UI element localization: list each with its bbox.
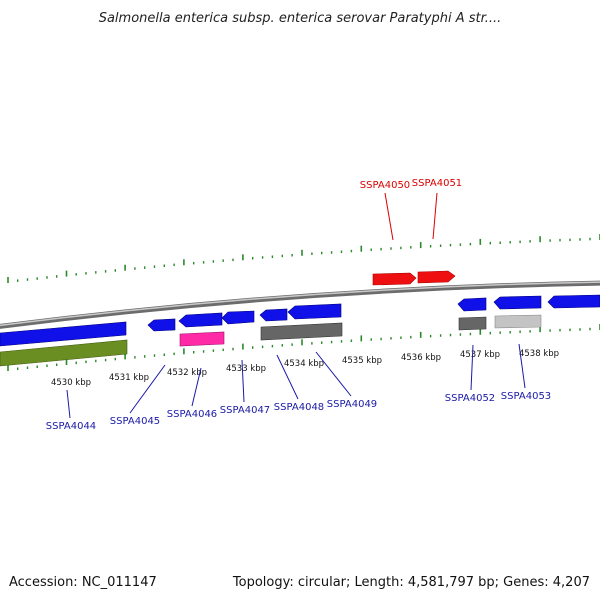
gene-label-sspa4053[interactable]: SSPA4053 [501, 391, 551, 402]
scale-label: 4538 kbp [519, 349, 559, 359]
gene-sspa4050[interactable] [372, 272, 417, 286]
gene-label-sspa4049[interactable]: SSPA4049 [327, 399, 377, 410]
gene-labels: SSPA4044 SSPA4045 SSPA4046 SSPA4047 SSPA… [46, 178, 551, 432]
gene-sspa4048b[interactable] [287, 303, 342, 320]
scale-label: 4535 kbp [342, 356, 382, 366]
gene-feature-lightgray[interactable] [494, 314, 542, 329]
accession-text: Accession: NC_011147 [9, 575, 157, 590]
leader-sspa4045 [129, 364, 166, 414]
leader-sspa4053 [518, 343, 526, 389]
gene-label-sspa4044[interactable]: SSPA4044 [46, 421, 96, 432]
gene-sspa4053-a[interactable] [493, 295, 542, 310]
scale-label: 4533 kbp [226, 364, 266, 374]
leader-sspa4051 [432, 192, 438, 240]
label-leaders [66, 192, 526, 419]
gene-sspa4044[interactable] [0, 321, 127, 347]
gene-feature-green[interactable] [0, 339, 128, 367]
gene-label-sspa4048[interactable]: SSPA4048 [274, 402, 324, 413]
gene-label-sspa4052[interactable]: SSPA4052 [445, 393, 495, 404]
gene-feature-darkgray[interactable] [260, 322, 343, 341]
leader-sspa4049 [315, 351, 352, 397]
scale-labels: 4530 kbp 4531 kbp 4532 kbp 4533 kbp 4534… [51, 349, 559, 388]
leader-sspa4052 [470, 344, 474, 391]
genome-backbone [0, 280, 600, 329]
gene-sspa4052-a[interactable] [457, 297, 487, 312]
reverse-strand-genes-row1 [0, 294, 600, 347]
gene-sspa4046[interactable] [178, 312, 223, 328]
gene-label-sspa4045[interactable]: SSPA4045 [110, 416, 160, 427]
gene-feature-darkgray-2[interactable] [458, 316, 487, 331]
map-title: Salmonella enterica subsp. enterica sero… [99, 11, 502, 26]
gene-feature-pink[interactable] [179, 331, 225, 347]
reverse-strand-genes-row2 [0, 314, 542, 367]
gene-edge-right[interactable] [547, 294, 600, 309]
leader-sspa4046 [191, 367, 202, 407]
scale-label: 4536 kbp [401, 353, 441, 363]
genome-summary-text: Topology: circular; Length: 4,581,797 bp… [232, 575, 590, 590]
gene-label-sspa4047[interactable]: SSPA4047 [220, 405, 270, 416]
leader-sspa4044 [66, 389, 71, 419]
gene-label-sspa4046[interactable]: SSPA4046 [167, 409, 217, 420]
scale-label: 4530 kbp [51, 378, 91, 388]
scale-label: 4537 kbp [460, 350, 500, 360]
gene-label-sspa4051[interactable]: SSPA4051 [412, 178, 462, 189]
gene-label-sspa4050[interactable]: SSPA4050 [360, 180, 410, 191]
gene-sspa4047[interactable] [221, 310, 255, 325]
outer-tick-track [7, 234, 600, 283]
forward-strand-genes [372, 270, 456, 286]
scale-label: 4534 kbp [284, 359, 324, 369]
genome-backbone-highlight [0, 281, 600, 327]
leader-sspa4047 [241, 359, 245, 403]
leader-sspa4050 [384, 192, 394, 241]
gene-sspa4048a[interactable] [259, 308, 288, 322]
scale-label: 4531 kbp [109, 373, 149, 383]
gene-sspa4051[interactable] [417, 270, 456, 284]
leader-sspa4048 [276, 354, 299, 400]
scale-label: 4532 kbp [167, 368, 207, 378]
gene-sspa4045[interactable] [147, 318, 176, 332]
